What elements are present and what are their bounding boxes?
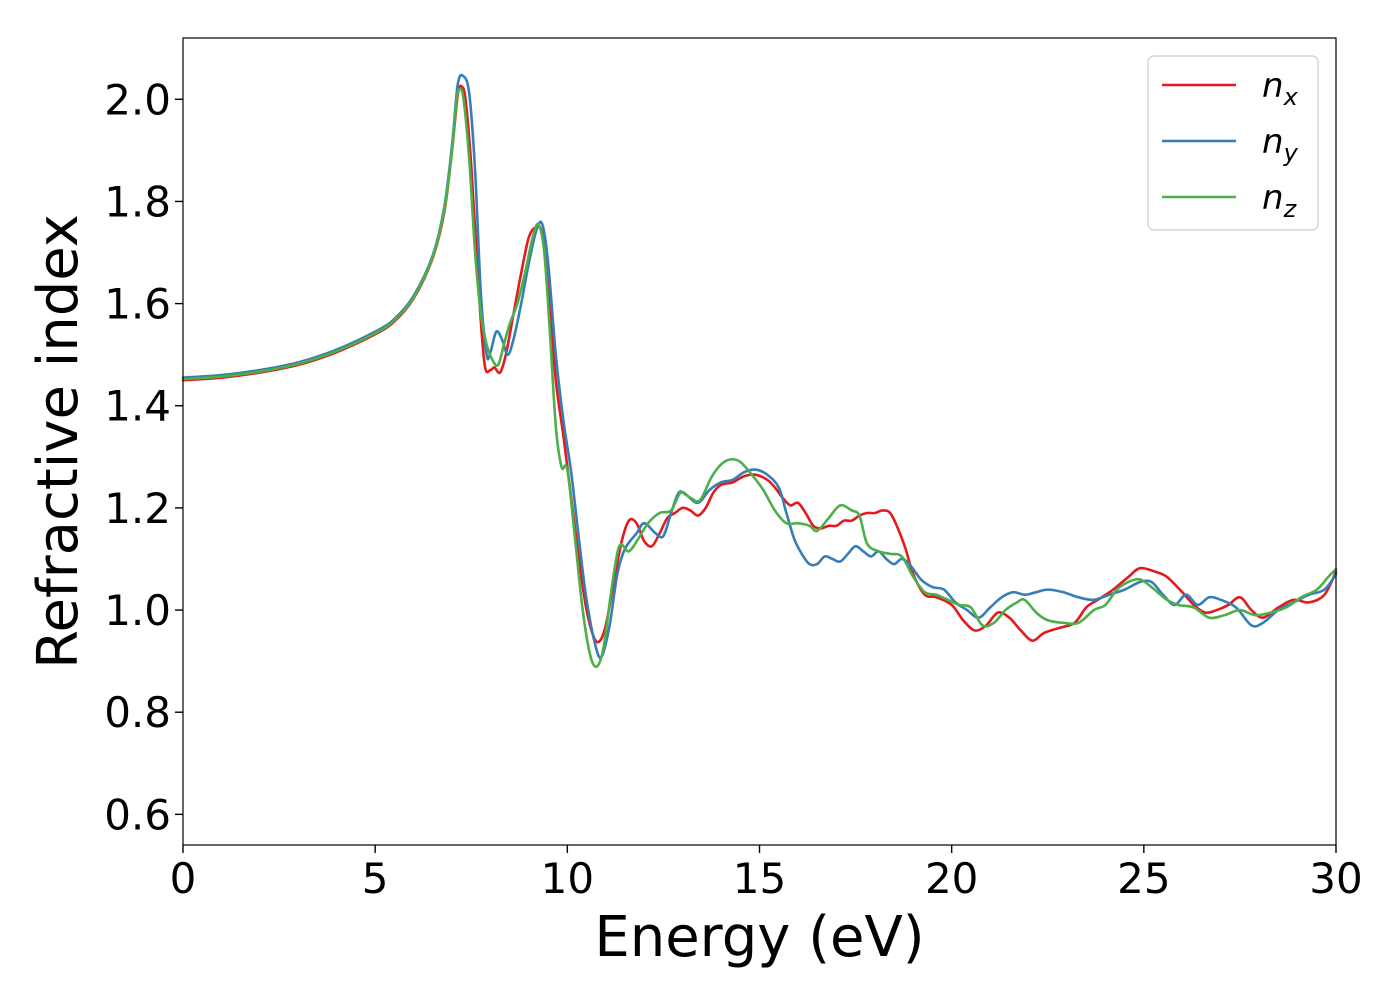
y-axis-label: Refractive index	[26, 214, 91, 669]
x-axis-label: Energy (eV)	[594, 905, 924, 970]
x-tick-label: 5	[362, 854, 389, 903]
legend-label-ny: ny	[1262, 122, 1299, 167]
x-tick-label: 10	[541, 854, 594, 903]
series-line-ny	[181, 73, 1338, 660]
y-tick-label: 2.0	[104, 75, 171, 124]
legend: nx ny nz	[1147, 55, 1319, 231]
y-tick-label: 1.2	[104, 484, 171, 533]
y-tick-label: 0.8	[104, 688, 171, 737]
y-tick-label: 1.8	[104, 177, 171, 226]
series-line-nz	[181, 87, 1338, 668]
y-axis-ticks: 0.6 0.8 1.0 1.2 1.4 1.6 1.8 2.0	[104, 75, 183, 839]
x-axis-ticks: 0 5 10 15 20 25 30	[170, 845, 1363, 903]
y-tick-label: 1.4	[104, 382, 171, 431]
legend-box	[1147, 55, 1319, 231]
x-tick-label: 25	[1117, 854, 1170, 903]
x-tick-label: 0	[170, 854, 197, 903]
x-tick-label: 15	[733, 854, 786, 903]
legend-label-nz: nz	[1262, 178, 1298, 223]
x-tick-label: 20	[925, 854, 978, 903]
x-tick-label: 30	[1309, 854, 1362, 903]
y-tick-label: 1.6	[104, 280, 171, 329]
legend-label-nx: nx	[1262, 66, 1299, 111]
series-layer	[181, 73, 1338, 668]
y-tick-label: 0.6	[104, 790, 171, 839]
y-tick-label: 1.0	[104, 586, 171, 635]
